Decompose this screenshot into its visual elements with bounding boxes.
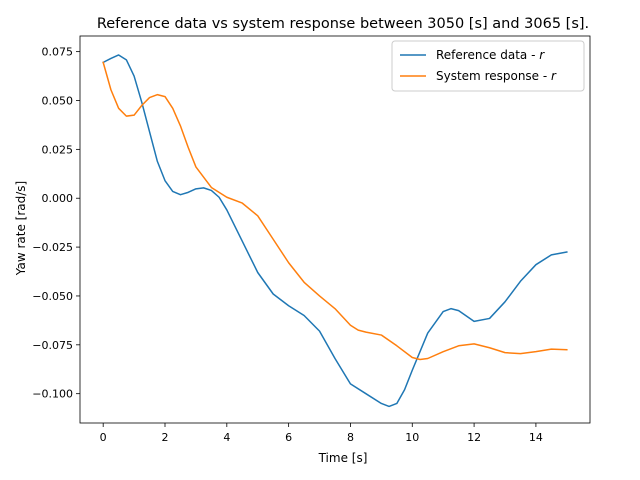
y-tick-label: 0.075 xyxy=(42,46,74,59)
plot-frame xyxy=(79,35,591,424)
x-tick-label: 4 xyxy=(223,431,230,444)
x-tick-label: 2 xyxy=(162,431,169,444)
y-tick-label: −0.075 xyxy=(32,339,73,352)
y-tick-label: 0.025 xyxy=(42,143,74,156)
y-axis: −0.100 −0.075 −0.050 −0.025 0.000 0.025 0.050 0… xyxy=(32,46,80,401)
series-line-0 xyxy=(102,54,568,408)
plot-area xyxy=(79,35,591,424)
legend-label-1: System response - r xyxy=(436,69,557,83)
x-tick-label: 6 xyxy=(285,431,292,444)
x-tick-label: 0 xyxy=(100,431,107,444)
chart-title: Reference data vs system response betwee… xyxy=(97,16,589,32)
y-axis-label: Yaw rate [rad/s] xyxy=(14,181,28,276)
x-axis: 0 2 4 6 8 10 12 14 xyxy=(100,423,543,444)
x-tick-label: 10 xyxy=(405,431,419,444)
legend: Reference data - r System response - r xyxy=(391,40,585,92)
y-tick-label: −0.025 xyxy=(32,241,73,254)
y-tick-label: −0.100 xyxy=(32,388,73,401)
series-line-1 xyxy=(102,61,568,361)
x-tick-label: 14 xyxy=(529,431,543,444)
y-tick-label: 0.050 xyxy=(42,95,74,108)
legend-label-0: Reference data - r xyxy=(436,48,545,62)
y-tick-label: 0.000 xyxy=(42,192,74,205)
y-tick-label: −0.050 xyxy=(32,290,73,303)
x-tick-label: 8 xyxy=(347,431,354,444)
x-tick-label: 12 xyxy=(467,431,481,444)
x-axis-label: Time [s] xyxy=(318,451,368,465)
legend-frame xyxy=(391,40,585,92)
